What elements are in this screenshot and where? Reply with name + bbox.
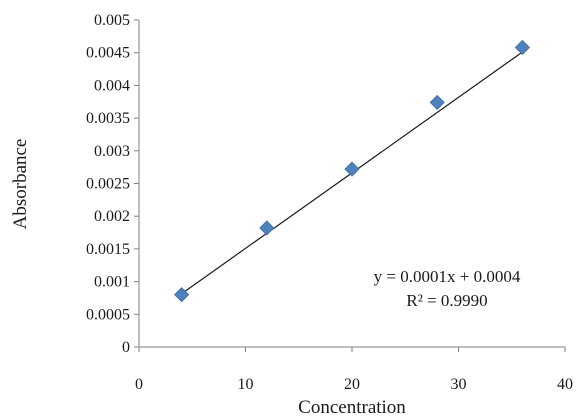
y-tick-label: 0.004 xyxy=(94,77,130,94)
x-axis-ticks: 0 10 20 30 40 xyxy=(135,347,573,393)
y-tick-label: 0.0035 xyxy=(86,110,130,127)
y-tick-label: 0.0045 xyxy=(86,45,130,62)
y-tick-label: 0.005 xyxy=(94,12,130,29)
x-tick-label: 40 xyxy=(557,376,573,393)
data-points xyxy=(174,39,530,303)
data-point xyxy=(514,39,530,56)
y-tick-label: 0.0005 xyxy=(86,306,130,323)
data-point xyxy=(429,94,445,110)
x-tick-label: 0 xyxy=(135,376,143,393)
y-tick-label: 0 xyxy=(122,339,130,356)
data-point xyxy=(344,161,360,177)
data-point xyxy=(174,287,190,303)
y-axis-ticks: 0 0.0005 0.001 0.0015 0.002 0.0025 0.003 0.0035… xyxy=(86,12,139,356)
y-axis-label: Absorbance xyxy=(10,139,31,230)
y-tick-label: 0.0025 xyxy=(86,176,130,193)
x-tick-label: 20 xyxy=(344,376,360,393)
trendline-equation: y = 0.0001x + 0.0004 xyxy=(374,267,521,286)
y-tick-label: 0.002 xyxy=(94,208,130,225)
x-axis-label: Concentration xyxy=(298,397,406,418)
y-tick-label: 0.0015 xyxy=(86,241,130,258)
y-tick-label: 0.001 xyxy=(94,274,130,291)
x-tick-label: 30 xyxy=(451,376,467,393)
data-point xyxy=(259,220,275,236)
r-squared-label: R² = 0.9990 xyxy=(406,291,487,310)
y-tick-label: 0.003 xyxy=(94,143,130,160)
x-tick-label: 10 xyxy=(238,376,254,393)
